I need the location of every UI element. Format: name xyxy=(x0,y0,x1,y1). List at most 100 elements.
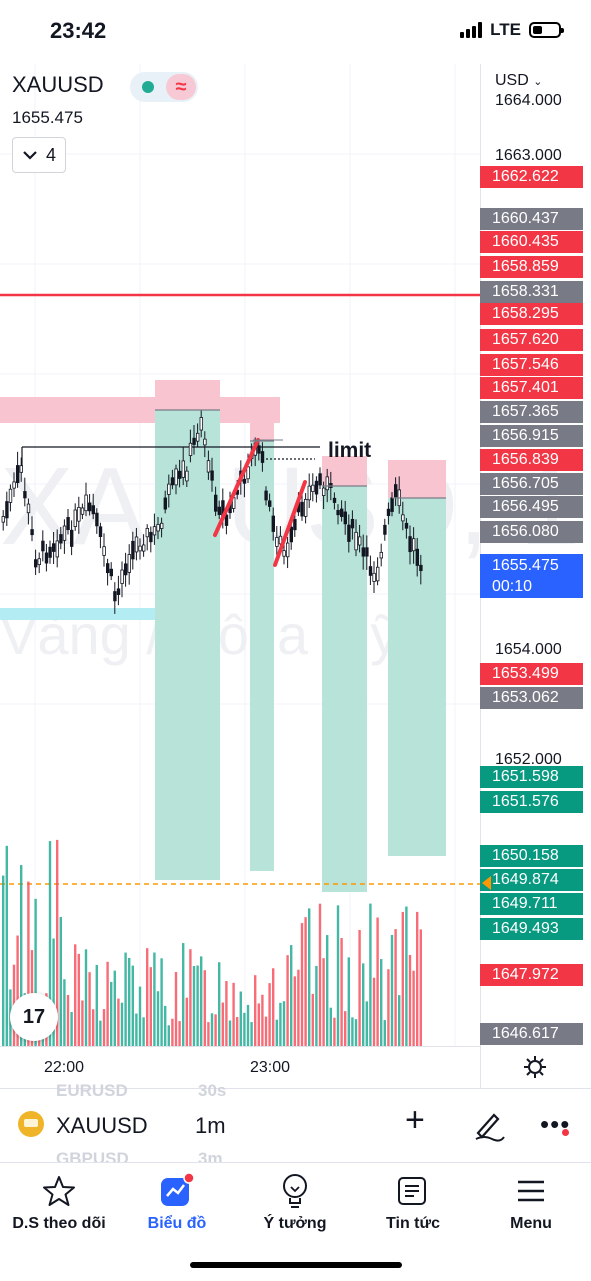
candle xyxy=(242,478,247,484)
candle xyxy=(210,470,214,481)
market-open-icon xyxy=(142,81,154,93)
candle xyxy=(314,480,319,495)
symbol-name[interactable]: XAUUSD xyxy=(12,72,104,97)
toolbar-interval[interactable]: 1m xyxy=(195,1113,226,1138)
volume-bar xyxy=(185,997,188,1046)
market-status-pill[interactable]: ≈ xyxy=(130,72,198,102)
candle xyxy=(303,498,308,517)
volume-bar xyxy=(99,1020,102,1046)
alert-marker-icon[interactable] xyxy=(482,876,491,890)
volume-bar xyxy=(70,1012,73,1046)
nav-menu[interactable]: Menu xyxy=(471,1171,591,1233)
volume-bar xyxy=(221,1002,224,1046)
candle xyxy=(375,566,380,582)
price-tag: 1662.622 xyxy=(480,166,583,188)
candle xyxy=(311,484,315,492)
nav-ideas[interactable]: Ý tưởng xyxy=(235,1171,355,1233)
chevron-down-icon xyxy=(23,151,37,160)
gold-bars-icon[interactable] xyxy=(18,1111,44,1137)
nav-news[interactable]: Tin tức xyxy=(353,1171,473,1233)
nav-chart[interactable]: Biểu đồ xyxy=(117,1171,237,1233)
price-tag: 1657.401 xyxy=(480,377,583,399)
volume-bar xyxy=(372,977,376,1046)
price-tick: 1663.000 xyxy=(495,146,562,164)
chart-toolbar: EURUSD 30s GBPUSD 3m XAUUSD 1m + ••• xyxy=(0,1081,591,1168)
candle xyxy=(318,473,322,486)
candle xyxy=(149,531,153,543)
candle xyxy=(379,551,383,559)
volume-bar xyxy=(128,957,131,1046)
candle xyxy=(307,485,311,501)
tradingview-logo-icon[interactable]: 17 xyxy=(10,993,58,1041)
volume-bar xyxy=(236,1017,239,1046)
volume-bar xyxy=(34,898,37,1046)
volume-bar xyxy=(398,995,401,1046)
volume-bar xyxy=(275,1019,278,1046)
candle xyxy=(246,466,250,480)
volume-bar xyxy=(88,972,91,1046)
candle xyxy=(339,508,344,517)
candle xyxy=(361,547,365,557)
settings-gear-icon[interactable] xyxy=(523,1055,547,1085)
candle xyxy=(102,546,106,556)
candle xyxy=(88,502,92,512)
candle xyxy=(62,525,67,541)
toolbar-symbol[interactable]: XAUUSD xyxy=(56,1113,148,1138)
time-label: 22:00 xyxy=(44,1059,85,1076)
volume-bar xyxy=(52,938,55,1046)
volume-bar xyxy=(92,1009,95,1046)
bottom-navigation: D.S theo dõi Biểu đồ Ý tưởng Tin tức Men… xyxy=(0,1162,591,1281)
candle xyxy=(131,540,135,560)
nav-label: Tin tức xyxy=(386,1215,440,1232)
nav-watchlist[interactable]: D.S theo dõi xyxy=(0,1171,119,1233)
stop-loss-zone xyxy=(155,380,220,410)
candle xyxy=(124,563,128,576)
candle xyxy=(41,540,45,552)
current-price-tag: 1655.475 00:10 xyxy=(480,554,583,598)
volume-bar xyxy=(362,963,365,1046)
candle xyxy=(383,524,387,535)
symbol-header[interactable]: XAUUSD xyxy=(12,72,104,98)
candle xyxy=(66,517,70,531)
add-icon[interactable]: + xyxy=(405,1101,425,1139)
pen-icon[interactable] xyxy=(470,1107,506,1143)
volume-bar xyxy=(257,1003,260,1046)
nav-label: Menu xyxy=(510,1215,552,1232)
current-price-value: 1655.475 xyxy=(492,557,559,574)
candle xyxy=(390,497,394,512)
volume-bar xyxy=(358,929,361,1046)
candle xyxy=(386,508,391,516)
price-tag: 1656.915 xyxy=(480,425,583,447)
volume-bar xyxy=(239,991,242,1046)
volume-bar xyxy=(106,961,109,1046)
candle xyxy=(415,548,419,566)
candle xyxy=(109,568,113,577)
currency-selector[interactable]: USD ⌄ xyxy=(495,72,542,90)
candle xyxy=(59,534,63,544)
volume-bar xyxy=(225,981,228,1046)
candle xyxy=(350,518,355,529)
candle xyxy=(95,512,99,527)
price-tag: 1647.972 xyxy=(480,964,583,986)
indicators-toggle-button[interactable]: 4 xyxy=(12,137,66,173)
volume-bar xyxy=(246,1004,250,1046)
volume-bar xyxy=(74,944,77,1046)
limit-label[interactable]: limit xyxy=(328,439,371,462)
status-bar: 23:42 LTE xyxy=(0,0,591,64)
price-tick: 1654.000 xyxy=(495,641,562,658)
volume-bar xyxy=(300,923,304,1046)
indicators-count: 4 xyxy=(45,144,56,165)
time-axis[interactable]: 22:00 23:00 xyxy=(0,1046,480,1089)
volume-bar xyxy=(171,1018,174,1046)
volume-bar xyxy=(5,845,8,1046)
candle xyxy=(217,506,221,515)
volume-bar xyxy=(304,917,307,1046)
volume-bar xyxy=(365,1001,368,1046)
volume-bar xyxy=(347,957,350,1046)
volume-bar xyxy=(196,965,199,1046)
volume-bar xyxy=(218,962,221,1046)
volume-bar xyxy=(81,1000,84,1046)
price-tick: 1652.000 xyxy=(495,750,562,768)
take-profit-zone xyxy=(322,486,367,892)
candle xyxy=(159,522,164,529)
